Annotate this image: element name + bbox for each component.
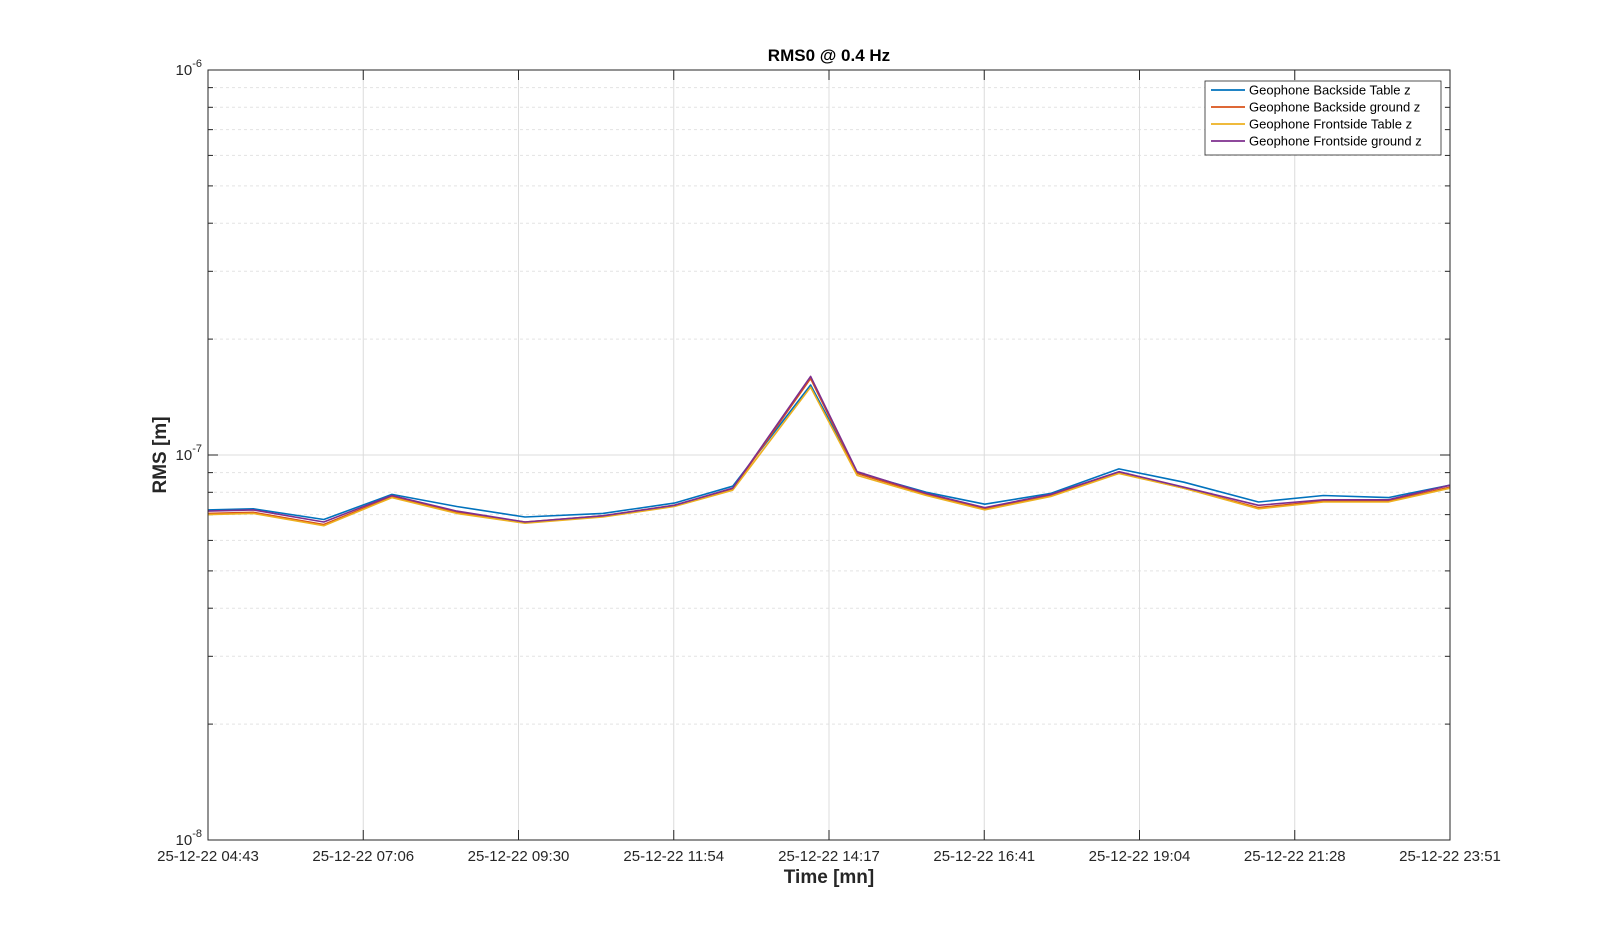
- series-line-2: [207, 377, 1451, 526]
- series-line-3: [207, 386, 1451, 527]
- x-tick-label: 25-12-22 07:06: [312, 848, 414, 865]
- chart-title: RMS0 @ 0.4 Hz: [768, 46, 890, 65]
- legend-label-4: Geophone Frontside ground z: [1249, 134, 1422, 149]
- series-lines: [207, 375, 1451, 527]
- legend-label-1: Geophone Backside Table z: [1249, 83, 1411, 98]
- x-tick-label: 25-12-22 23:51: [1399, 848, 1501, 865]
- plot-area-frame: [207, 69, 1451, 841]
- y-tick-labels: 10-6 10-7 10-8: [176, 58, 202, 849]
- legend: Geophone Backside Table z Geophone Backsi…: [1204, 80, 1442, 156]
- y-tick-label: 10-6: [176, 58, 202, 79]
- y-axis-title: RMS [m]: [150, 416, 171, 493]
- x-tick-label: 25-12-22 21:28: [1244, 848, 1346, 865]
- x-tick-label: 25-12-22 16:41: [933, 848, 1035, 865]
- legend-entries: Geophone Backside Table z Geophone Backsi…: [1211, 83, 1422, 149]
- x-tick-labels: 25-12-22 04:43 25-12-22 07:06 25-12-22 09:…: [157, 848, 1501, 865]
- y-tick-label: 10-8: [176, 828, 202, 849]
- legend-box: [1204, 80, 1442, 156]
- legend-label-3: Geophone Frontside Table z: [1249, 117, 1412, 132]
- x-tick-label: 25-12-22 04:43: [157, 848, 259, 865]
- x-tick-label: 25-12-22 14:17: [778, 848, 880, 865]
- y-tick-label: 10-7: [176, 443, 202, 464]
- x-tick-label: 25-12-22 19:04: [1089, 848, 1191, 865]
- series-line-1: [207, 384, 1451, 521]
- legend-label-2: Geophone Backside ground z: [1249, 100, 1420, 115]
- x-tick-label: 25-12-22 09:30: [468, 848, 570, 865]
- x-axis-title: Time [mn]: [784, 867, 874, 888]
- x-tick-label: 25-12-22 11:54: [623, 848, 724, 865]
- series-line-4: [207, 375, 1451, 523]
- grid: [208, 70, 1450, 840]
